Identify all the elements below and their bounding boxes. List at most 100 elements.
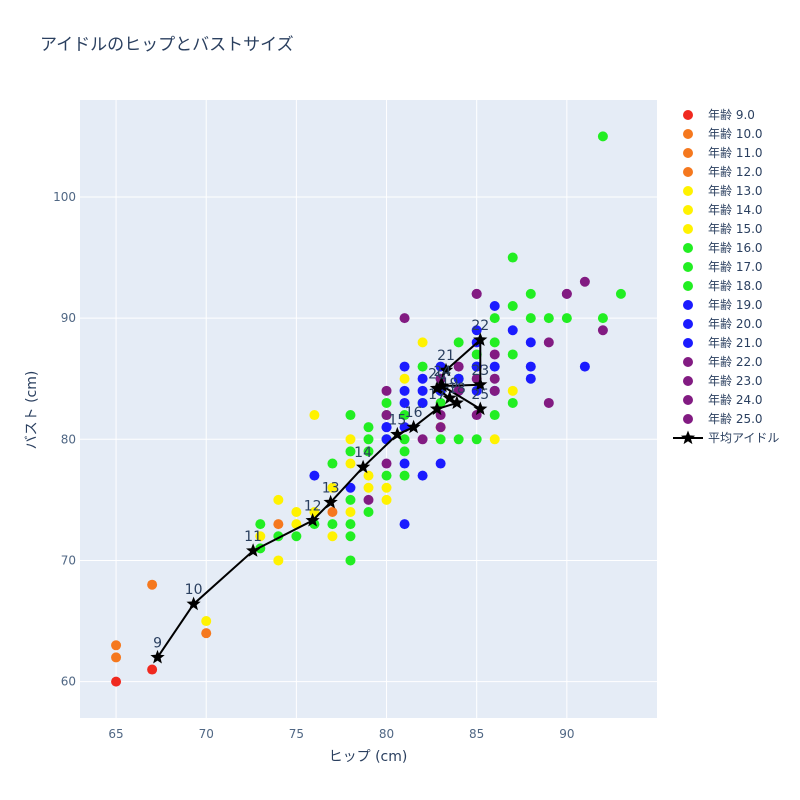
data-point bbox=[363, 482, 374, 493]
legend-item[interactable]: 年齢 10.0 bbox=[683, 126, 763, 141]
data-point bbox=[453, 373, 464, 384]
data-point bbox=[489, 349, 500, 360]
legend-item[interactable]: 年齢 12.0 bbox=[683, 164, 763, 179]
data-point bbox=[309, 410, 320, 421]
legend-item[interactable]: 年齢 9.0 bbox=[683, 107, 755, 122]
data-point bbox=[345, 531, 356, 542]
legend-item[interactable]: 年齢 24.0 bbox=[683, 392, 763, 407]
data-point bbox=[561, 288, 572, 299]
legend-item[interactable]: 年齢 15.0 bbox=[683, 221, 763, 236]
data-point bbox=[381, 482, 392, 493]
data-point bbox=[489, 361, 500, 372]
data-point bbox=[147, 579, 158, 590]
data-point bbox=[453, 337, 464, 348]
average-point-label: 23 bbox=[471, 363, 489, 379]
legend-item[interactable]: 年齢 11.0 bbox=[683, 145, 763, 160]
legend-marker bbox=[683, 281, 693, 291]
legend-item-average[interactable]: 平均アイドル bbox=[673, 430, 779, 446]
data-point bbox=[255, 519, 266, 530]
data-point bbox=[399, 434, 410, 445]
average-point bbox=[473, 332, 488, 346]
data-point bbox=[525, 361, 536, 372]
legend-label: 年齢 13.0 bbox=[708, 183, 763, 198]
data-point bbox=[417, 470, 428, 481]
data-point bbox=[435, 422, 446, 433]
legend-item[interactable]: 年齢 23.0 bbox=[683, 373, 763, 388]
data-point bbox=[597, 313, 608, 324]
legend-item[interactable]: 年齢 19.0 bbox=[683, 297, 763, 312]
average-point-label: 22 bbox=[471, 318, 489, 334]
data-point bbox=[201, 628, 212, 639]
data-point bbox=[417, 434, 428, 445]
data-point bbox=[111, 676, 122, 687]
average-point bbox=[390, 426, 405, 441]
y-axis-title: バスト (cm) bbox=[24, 371, 40, 450]
data-point bbox=[255, 531, 266, 542]
legend-marker bbox=[683, 110, 693, 120]
legend-label: 年齢 24.0 bbox=[708, 392, 763, 407]
data-point bbox=[399, 397, 410, 408]
data-point bbox=[417, 373, 428, 384]
average-point-label: 18 bbox=[448, 381, 466, 397]
data-point bbox=[471, 288, 482, 299]
legend-item[interactable]: 年齢 25.0 bbox=[683, 411, 763, 426]
legend-marker bbox=[683, 395, 693, 405]
data-point bbox=[525, 373, 536, 384]
data-point bbox=[417, 337, 428, 348]
data-point bbox=[471, 434, 482, 445]
data-point bbox=[507, 385, 518, 396]
data-point bbox=[309, 470, 320, 481]
legend-marker bbox=[683, 376, 693, 386]
data-point bbox=[327, 458, 338, 469]
legend-label: 年齢 22.0 bbox=[708, 354, 763, 369]
data-point bbox=[345, 519, 356, 530]
legend: 年齢 9.0 年齢 10.0 年齢 11.0 年齢 12.0 年齢 13.0 年齢 14.… bbox=[673, 107, 779, 445]
data-point bbox=[471, 349, 482, 360]
legend-item[interactable]: 年齢 21.0 bbox=[683, 335, 763, 350]
legend-marker bbox=[683, 319, 693, 329]
legend-marker bbox=[683, 205, 693, 215]
legend-item[interactable]: 年齢 17.0 bbox=[683, 259, 763, 274]
average-point-label: 13 bbox=[322, 480, 340, 496]
legend-item[interactable]: 年齢 20.0 bbox=[683, 316, 763, 331]
data-point bbox=[399, 313, 410, 324]
data-point bbox=[579, 361, 590, 372]
legend-marker bbox=[683, 148, 693, 158]
average-point bbox=[435, 378, 450, 392]
average-point bbox=[473, 377, 488, 391]
legend-star bbox=[680, 430, 696, 445]
data-point bbox=[327, 531, 338, 542]
data-point bbox=[147, 664, 158, 675]
data-point bbox=[399, 410, 410, 421]
data-point bbox=[345, 482, 356, 493]
data-point bbox=[525, 337, 536, 348]
legend-label: 年齢 18.0 bbox=[708, 278, 763, 293]
y-axis-ticks: 60 70 80 90 100 bbox=[53, 190, 76, 689]
data-point bbox=[381, 422, 392, 433]
y-tick-label: 60 bbox=[61, 675, 76, 689]
legend-marker bbox=[683, 224, 693, 234]
legend-label: 年齢 25.0 bbox=[708, 411, 763, 426]
x-tick-label: 65 bbox=[108, 727, 123, 741]
data-point bbox=[363, 507, 374, 517]
legend-item[interactable]: 年齢 16.0 bbox=[683, 240, 763, 255]
data-point bbox=[381, 434, 392, 445]
data-point bbox=[381, 397, 392, 408]
legend-item[interactable]: 年齢 18.0 bbox=[683, 278, 763, 293]
data-point bbox=[363, 446, 374, 457]
x-tick-label: 80 bbox=[379, 727, 394, 741]
data-point bbox=[489, 434, 500, 445]
legend-item[interactable]: 年齢 13.0 bbox=[683, 183, 763, 198]
data-point bbox=[435, 434, 446, 445]
average-point bbox=[305, 513, 320, 527]
data-point bbox=[489, 301, 500, 311]
data-point bbox=[597, 131, 608, 142]
legend-marker bbox=[683, 129, 693, 139]
legend-item[interactable]: 年齢 22.0 bbox=[683, 354, 763, 369]
data-point bbox=[399, 361, 410, 372]
legend-item[interactable]: 年齢 14.0 bbox=[683, 202, 763, 217]
data-point bbox=[417, 385, 428, 396]
x-tick-label: 85 bbox=[469, 727, 484, 741]
legend-marker bbox=[683, 357, 693, 367]
